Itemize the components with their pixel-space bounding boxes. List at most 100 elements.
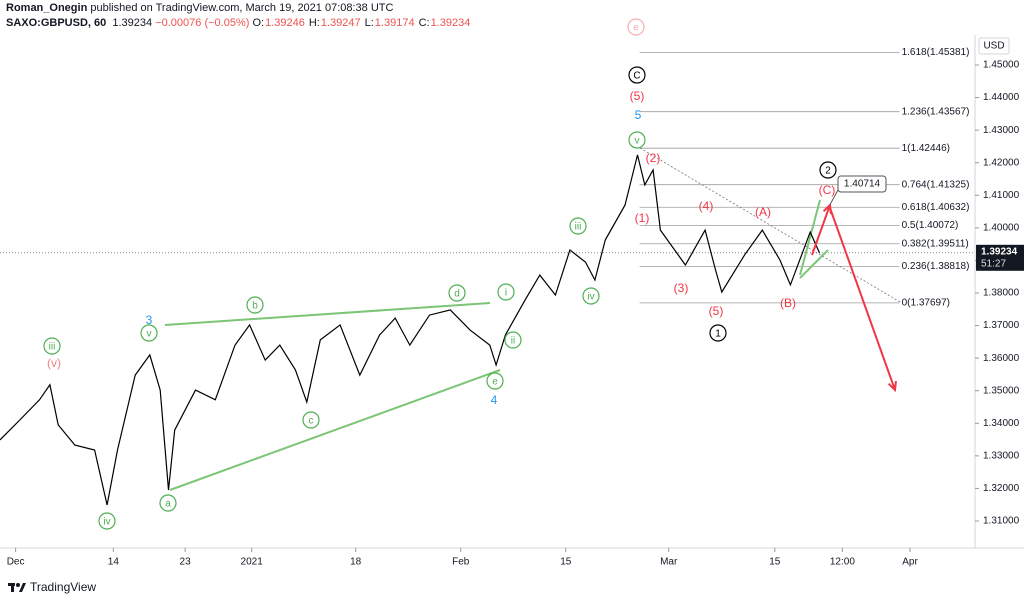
trend-line	[169, 369, 501, 491]
fib-label: 0.5(1.40072)	[902, 220, 959, 231]
fib-label: 0.236(1.38818)	[902, 261, 970, 272]
logo	[8, 583, 26, 592]
wave-circle	[497, 283, 515, 301]
wave-label: C	[633, 71, 640, 82]
wave-label: v	[635, 136, 640, 147]
wave-label: i	[505, 288, 507, 299]
last-price-label: 1.39234	[981, 246, 1018, 257]
wave-label: ii	[511, 336, 515, 347]
projection-arrow	[811, 202, 832, 256]
wave-circle	[709, 324, 727, 342]
wave-label: e	[633, 23, 639, 34]
wave-label: (v)	[47, 356, 61, 370]
wave-label: (C)	[819, 183, 836, 197]
target-box	[837, 175, 887, 193]
y-tick-label: 1.34000	[983, 418, 1020, 429]
symbol: SAXO:GBPUSD, 60	[6, 17, 107, 29]
x-tick-label: 2021	[241, 557, 264, 568]
wave-label: 1	[715, 329, 721, 340]
y-tick-label: 1.45000	[983, 60, 1020, 71]
ohlc: O:1.39246 H:1.39247 L:1.39174 C:1.39234	[252, 17, 474, 29]
wave-label: 3	[146, 313, 153, 327]
fib-label: 1.618(1.45381)	[902, 47, 970, 58]
wave-circle	[448, 284, 466, 302]
x-tick-label: 15	[560, 557, 572, 568]
x-tick-label: 15	[769, 557, 781, 568]
author[interactable]: Roman_Onegin	[6, 2, 88, 14]
y-tick-label: 1.31000	[983, 516, 1020, 527]
wave-label: (2)	[646, 151, 661, 165]
x-tick-label: Feb	[452, 557, 470, 568]
wave-label: 4	[491, 393, 498, 407]
wave-circle	[819, 161, 837, 179]
wave-label: a	[165, 499, 171, 510]
y-tick-label: 1.35000	[983, 385, 1020, 396]
countdown: 51:27	[981, 258, 1006, 269]
x-tick-label: Dec	[7, 557, 25, 568]
wave-circle	[628, 131, 646, 149]
target-label: 1.40714	[844, 179, 881, 190]
wave-label: iii	[575, 222, 582, 233]
target-pointer	[829, 189, 839, 205]
y-tick-label: 1.36000	[983, 353, 1020, 364]
wave-label: (A)	[755, 205, 771, 219]
wave-circle	[504, 331, 522, 349]
ohlc-label: C:	[418, 17, 430, 29]
fib-label: 0.382(1.39511)	[902, 238, 969, 249]
wave-circle	[569, 217, 587, 235]
wave-label: c	[309, 416, 314, 427]
wave-label: (B)	[780, 296, 796, 310]
wave-circle	[159, 494, 177, 512]
fib-label: 0.764(1.41325)	[902, 179, 970, 190]
chart: USD 1.31000 1.32000 1.33000 1.34000 1.35000 1…	[0, 18, 1024, 568]
wave-circle	[628, 66, 646, 84]
trend-line	[799, 249, 829, 279]
price-line-series	[0, 154, 821, 506]
wave-label: e	[492, 377, 498, 388]
currency-button[interactable]	[978, 37, 1010, 55]
wave-circle	[486, 372, 504, 390]
x-tick-label: 12:00	[830, 557, 855, 568]
publish-line: Roman_Onegin published on TradingView.co…	[6, 2, 393, 14]
ohlc-label: L:	[364, 17, 374, 29]
y-tick-label: 1.33000	[983, 450, 1020, 461]
brand[interactable]: TradingView	[30, 580, 97, 594]
fib-label: 0.618(1.40632)	[902, 202, 970, 213]
x-tick-label: Apr	[902, 557, 918, 568]
wave-circle	[582, 287, 600, 305]
fib-label: 1(1.42446)	[902, 143, 950, 154]
wave-circle	[43, 337, 61, 355]
wave-circle	[140, 324, 158, 342]
x-tick-label: 18	[350, 557, 362, 568]
wave-label: iii	[49, 342, 56, 353]
wave-label: (1)	[635, 211, 650, 225]
ohlc-label: H:	[308, 17, 320, 29]
footer: TradingView	[8, 580, 96, 594]
wave-circle	[627, 18, 645, 36]
wave-circle	[302, 411, 320, 429]
wave-label: 5	[635, 108, 642, 122]
last-price-tag	[976, 244, 1024, 271]
x-tick-label: 23	[180, 557, 192, 568]
y-tick-label: 1.40000	[983, 222, 1020, 233]
y-tick-label: 1.43000	[983, 125, 1020, 136]
wave-label: (5)	[709, 304, 724, 318]
wave-label: (5)	[630, 89, 645, 103]
wave-label: (4)	[699, 199, 714, 213]
wave-label: 2	[825, 166, 831, 177]
y-tick-label: 1.37000	[983, 320, 1020, 331]
wave-circle	[98, 512, 116, 530]
trend-line	[639, 147, 901, 303]
symbol-line: SAXO:GBPUSD, 60 1.39234 −0.00076 (−0.05%…	[6, 17, 474, 29]
y-tick-label: 1.41000	[983, 190, 1020, 201]
wave-label: iv	[587, 292, 594, 303]
y-tick-label: 1.32000	[983, 483, 1020, 494]
ohlc-value: 1.39246	[265, 17, 305, 29]
ohlc-label: O:	[252, 17, 265, 29]
wave-circle	[246, 296, 264, 314]
wave-label: d	[454, 289, 460, 300]
change: −0.00076 (−0.05%)	[155, 17, 250, 29]
currency: USD	[983, 41, 1004, 52]
ohlc-value: 1.39234	[430, 17, 471, 29]
